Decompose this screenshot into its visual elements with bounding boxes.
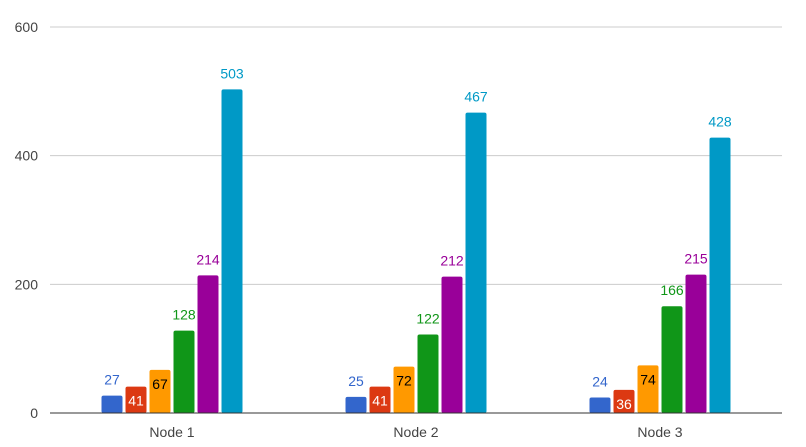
bars	[101, 89, 731, 414]
y-tick-label: 0	[30, 405, 38, 421]
data-label: 428	[708, 114, 732, 130]
bar	[221, 89, 243, 414]
bar	[197, 275, 219, 413]
data-label: 503	[220, 65, 244, 81]
data-label: 215	[684, 251, 708, 267]
data-label: 467	[464, 89, 488, 105]
bar	[125, 386, 147, 413]
data-label: 24	[592, 374, 608, 390]
gridlines	[50, 26, 782, 285]
data-label: 214	[196, 251, 220, 267]
y-tick-label: 400	[15, 148, 39, 164]
x-tick-label: Node 1	[149, 424, 194, 440]
bar	[709, 137, 731, 414]
bar	[441, 276, 463, 413]
data-label: 128	[172, 307, 196, 323]
bar	[173, 330, 195, 413]
data-labels: 27 41 67 128 214 503 25 41 72 122 212 467 24 36 74 1662…	[104, 65, 732, 411]
bar	[685, 274, 707, 413]
data-label: 67	[152, 376, 168, 392]
data-label: 41	[372, 393, 388, 409]
bar	[369, 386, 391, 413]
bar	[417, 334, 439, 413]
data-label: 25	[348, 373, 364, 389]
bar	[345, 396, 367, 413]
data-label: 74	[640, 371, 656, 387]
data-label: 166	[660, 282, 684, 298]
y-tick-label: 600	[15, 19, 39, 35]
bar	[101, 395, 123, 413]
bar	[589, 397, 611, 413]
bar	[613, 389, 635, 413]
bar	[465, 112, 487, 414]
x-tick-label: Node 3	[637, 424, 682, 440]
x-tick-label: Node 2	[393, 424, 438, 440]
x-axis: Node 1 Node 2 Node 3	[50, 412, 782, 440]
bar	[149, 369, 171, 413]
data-label: 27	[104, 372, 120, 388]
bar	[661, 306, 683, 413]
data-label: 122	[416, 311, 440, 327]
data-label: 72	[396, 373, 412, 389]
y-axis: 0 200 400 600	[15, 19, 39, 421]
data-label: 212	[440, 253, 464, 269]
y-tick-label: 200	[15, 276, 39, 292]
data-label: 41	[128, 393, 144, 409]
bar	[637, 365, 659, 413]
bar	[393, 366, 415, 413]
data-label: 36	[616, 396, 632, 412]
